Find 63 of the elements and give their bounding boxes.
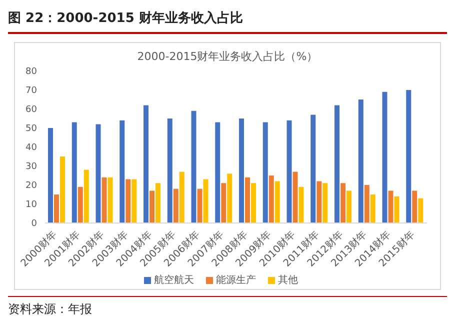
bar [346,190,352,223]
bar [96,124,101,223]
bar [310,114,316,223]
bar [388,190,394,223]
bar [150,190,154,223]
bar [239,118,244,223]
bar [227,174,232,223]
bar [370,194,376,223]
bar [167,118,172,223]
bar [274,181,280,223]
legend-label: 其他 [277,274,298,287]
bar [156,183,160,223]
y-tick-label: 50 [26,124,38,134]
bar [173,188,178,223]
bar [322,183,328,223]
bar [286,120,292,223]
bar [251,183,256,223]
bar [245,177,250,223]
bar [197,188,202,223]
bar [334,105,340,223]
bar [268,176,274,223]
text: 资料来源：年报 [8,296,447,318]
bar [215,122,220,223]
bar [132,179,137,223]
bar [298,186,304,223]
bar [84,170,89,223]
bar [358,100,364,223]
y-tick-label: 40 [26,143,38,154]
bar [48,128,53,223]
legend-label: 能源生产 [215,274,256,287]
bar [126,179,131,223]
bar [179,172,184,223]
bar [60,156,65,223]
y-tick-label: 30 [26,162,38,172]
bar [406,90,412,223]
bar [144,105,148,223]
bar [262,122,268,223]
bar [412,190,418,223]
bar [72,122,77,223]
bar [340,183,346,223]
legend-label: 航空航天 [153,274,194,287]
y-tick-label: 0 [31,219,38,230]
y-tick-label: 60 [26,105,38,116]
bar [418,198,424,223]
bar [54,194,59,223]
bar [120,120,125,223]
bar [191,110,196,223]
y-tick-label: 10 [26,200,38,210]
chart-title: 图 22：2000-2015 财年业务收入占比 [8,10,244,28]
bar [292,172,298,223]
bar [364,185,370,223]
bar [102,177,107,223]
bar [394,196,400,223]
bar [316,181,322,223]
bar [221,183,226,223]
bar [78,186,83,223]
chart-subtitle: 2000-2015财年业务收入占比（%） [136,49,319,65]
bar [203,179,208,223]
y-tick-label: 70 [26,86,38,96]
y-tick-label: 20 [26,181,38,192]
bar [108,177,113,223]
y-tick-label: 80 [26,67,38,78]
bar [382,92,388,223]
